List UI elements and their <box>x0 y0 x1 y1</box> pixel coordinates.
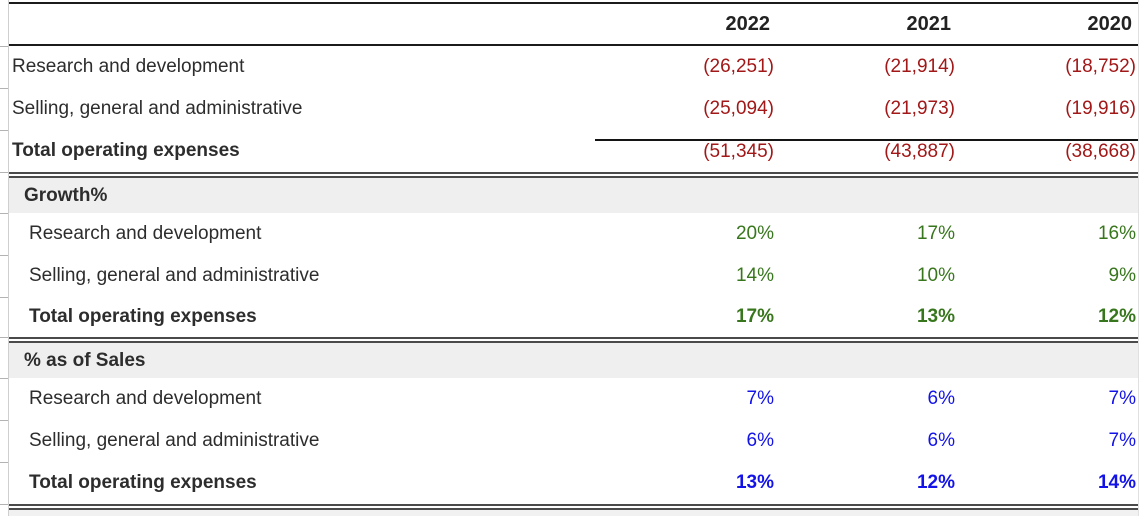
value-cell[interactable]: 7% <box>1108 388 1136 409</box>
column-gridline-left <box>8 0 9 516</box>
value-cell[interactable]: 12% <box>916 472 955 493</box>
row-gridline-tick <box>0 420 8 421</box>
row-gridline-tick <box>0 504 8 505</box>
row-gridline-tick <box>0 297 8 298</box>
section-separator <box>9 172 1138 178</box>
table-row-rnd-expense: Research and development (26,251) (21,91… <box>9 46 1138 88</box>
row-gridline-tick <box>0 213 8 214</box>
value-cell[interactable]: 16% <box>1097 223 1136 244</box>
value-cell[interactable]: (25,094) <box>703 98 774 119</box>
row-label[interactable]: Total operating expenses <box>29 306 257 327</box>
row-label[interactable]: Total operating expenses <box>29 472 257 493</box>
row-label[interactable]: Research and development <box>29 388 262 409</box>
row-gridline-tick <box>0 46 8 47</box>
value-cell[interactable]: 7% <box>746 388 774 409</box>
value-cell[interactable]: (21,914) <box>884 56 955 77</box>
value-cell[interactable]: 13% <box>735 472 774 493</box>
value-cell[interactable]: 7% <box>1108 430 1136 451</box>
value-cell[interactable]: 6% <box>927 388 955 409</box>
value-cell[interactable]: 14% <box>735 265 774 286</box>
year-header-2022[interactable]: 2022 <box>725 12 771 35</box>
table-row-total-expense: Total operating expenses (51,345) (43,88… <box>9 130 1138 172</box>
table-row-rnd-pct: Research and development 7% 6% 7% <box>9 378 1138 420</box>
row-gridline-tick <box>0 255 8 256</box>
value-cell[interactable]: 10% <box>916 265 955 286</box>
value-cell[interactable]: 17% <box>735 306 774 327</box>
row-gridline-tick <box>0 172 8 173</box>
value-cell[interactable]: (38,668) <box>957 139 1138 163</box>
row-gridline-tick <box>0 88 8 89</box>
row-label[interactable]: Research and development <box>29 223 262 244</box>
row-gridline-tick <box>0 378 8 379</box>
value-cell[interactable]: 17% <box>916 223 955 244</box>
section-header-growth[interactable]: Growth% <box>9 178 1138 213</box>
section-title: Growth% <box>24 184 108 206</box>
row-label[interactable]: Research and development <box>12 56 245 77</box>
value-cell[interactable]: 6% <box>746 430 774 451</box>
section-separator <box>9 337 1138 343</box>
value-cell[interactable]: 14% <box>1097 472 1136 493</box>
row-gridline-tick <box>0 462 8 463</box>
section-header-pct-sales[interactable]: % as of Sales <box>9 343 1138 378</box>
table-row-total-pct: Total operating expenses 13% 12% 14% <box>9 462 1138 504</box>
value-cell[interactable]: 6% <box>927 430 955 451</box>
table-row-total-growth: Total operating expenses 17% 13% 12% <box>9 297 1138 337</box>
value-cell[interactable]: 20% <box>735 223 774 244</box>
table-row-sga-expense: Selling, general and administrative (25,… <box>9 88 1138 130</box>
operating-expenses-table: 2022 2021 2020 Research and development … <box>9 2 1138 516</box>
next-section-band-partial <box>9 510 1138 516</box>
year-header-2020[interactable]: 2020 <box>1087 12 1133 35</box>
row-gridline-tick <box>0 130 8 131</box>
value-cell[interactable]: (43,887) <box>776 139 957 163</box>
row-label[interactable]: Selling, general and administrative <box>29 430 320 451</box>
value-cell[interactable]: (21,973) <box>884 98 955 119</box>
row-label[interactable]: Selling, general and administrative <box>12 98 303 119</box>
column-gridline-right <box>1138 0 1139 516</box>
table-row-sga-pct: Selling, general and administrative 6% 6… <box>9 420 1138 462</box>
year-header-2021[interactable]: 2021 <box>906 12 952 35</box>
value-cell[interactable]: 9% <box>1108 265 1136 286</box>
value-cell[interactable]: (19,916) <box>1065 98 1136 119</box>
section-title: % as of Sales <box>24 349 146 371</box>
row-label[interactable]: Total operating expenses <box>12 140 240 161</box>
value-cell[interactable]: (18,752) <box>1065 56 1136 77</box>
value-cell[interactable]: (51,345) <box>595 139 776 163</box>
value-cell[interactable]: 12% <box>1097 306 1136 327</box>
row-label[interactable]: Selling, general and administrative <box>29 265 320 286</box>
table-row-sga-growth: Selling, general and administrative 14% … <box>9 255 1138 297</box>
section-separator <box>9 504 1138 510</box>
value-cell[interactable]: 13% <box>916 306 955 327</box>
table-row-rnd-growth: Research and development 20% 17% 16% <box>9 213 1138 255</box>
value-cell[interactable]: (26,251) <box>703 56 774 77</box>
row-gridline-tick <box>0 337 8 338</box>
table-header-row: 2022 2021 2020 <box>9 2 1138 46</box>
